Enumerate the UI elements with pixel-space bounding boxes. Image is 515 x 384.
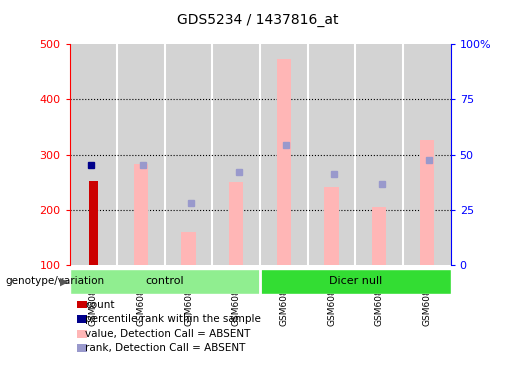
Text: rank, Detection Call = ABSENT: rank, Detection Call = ABSENT — [85, 343, 245, 353]
Bar — [260, 269, 451, 294]
Bar — [212, 44, 260, 265]
Text: count: count — [85, 300, 114, 310]
Bar — [165, 44, 212, 265]
Text: control: control — [146, 276, 184, 286]
Bar — [134, 164, 148, 265]
Bar — [307, 44, 355, 265]
Bar — [89, 180, 98, 265]
Bar — [355, 44, 403, 265]
Bar — [229, 182, 244, 265]
Bar — [117, 44, 165, 265]
Bar — [403, 44, 451, 265]
Text: Dicer null: Dicer null — [329, 276, 382, 286]
Bar — [181, 232, 196, 265]
Text: genotype/variation: genotype/variation — [5, 276, 104, 286]
Text: GDS5234 / 1437816_at: GDS5234 / 1437816_at — [177, 13, 338, 27]
Text: value, Detection Call = ABSENT: value, Detection Call = ABSENT — [85, 329, 250, 339]
Bar — [70, 269, 260, 294]
Bar — [260, 44, 308, 265]
Bar — [70, 44, 117, 265]
Bar — [372, 207, 386, 265]
Bar — [277, 59, 291, 265]
Text: ▶: ▶ — [60, 276, 68, 286]
Bar — [324, 187, 339, 265]
Bar — [420, 140, 434, 265]
Text: percentile rank within the sample: percentile rank within the sample — [85, 314, 261, 324]
